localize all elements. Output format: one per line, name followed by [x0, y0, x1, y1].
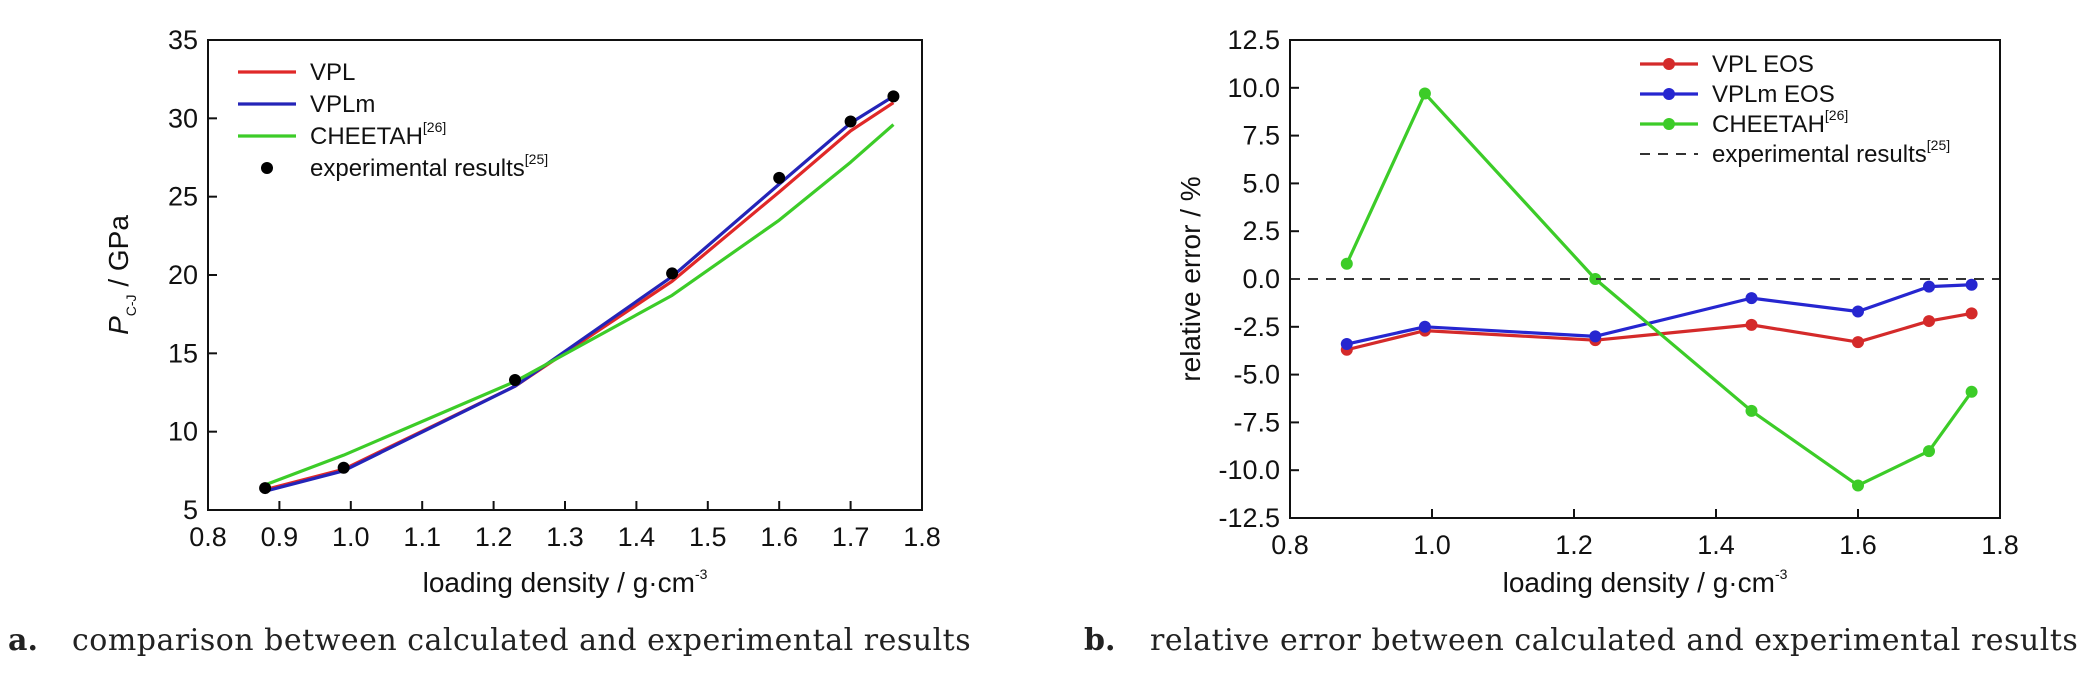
- y-tick-label: 12.5: [1227, 25, 1280, 55]
- x-tick-label: 1.6: [760, 522, 798, 552]
- data-point-cheetah: [1340, 257, 1353, 270]
- y-tick-label: 2.5: [1242, 216, 1280, 246]
- y-tick-label: -5.0: [1233, 360, 1280, 390]
- caption-b-label: b.: [1084, 623, 1115, 658]
- x-tick-label: 1.6: [1839, 530, 1877, 560]
- y-tick-label: 25: [168, 182, 198, 212]
- x-tick-label: 1.4: [618, 522, 656, 552]
- x-tick-label: 0.8: [189, 522, 227, 552]
- y-tick-label: 10: [168, 417, 198, 447]
- data-point-cheetah: [1923, 445, 1935, 458]
- y-tick-label: -10.0: [1218, 455, 1280, 485]
- y-tick-label: 7.5: [1242, 121, 1280, 151]
- data-point-vpl-eos: [1965, 307, 1978, 320]
- data-point-vplm-eos: [1923, 280, 1935, 293]
- legend-label: VPLm: [310, 91, 375, 118]
- legend-entry-vpl-eos: VPL EOS: [1640, 51, 1814, 78]
- caption-a-label: a.: [8, 623, 38, 658]
- data-point-vpl-eos: [1852, 336, 1864, 349]
- data-point-vplm-eos: [1965, 278, 1978, 291]
- x-tick-label: 1.2: [475, 522, 513, 552]
- data-point-experimental-results: [259, 482, 272, 495]
- legend-label: CHEETAH[26]: [1712, 107, 1848, 138]
- x-tick-label: 0.9: [261, 522, 299, 552]
- chart-b-plot-frame: [1289, 39, 2001, 519]
- y-tick-label: 20: [168, 260, 198, 290]
- legend-entry-vplm-eos: VPLm EOS: [1640, 81, 1835, 108]
- x-tick-label: 1.0: [332, 522, 370, 552]
- data-point-cheetah: [1418, 87, 1431, 100]
- chart-b-x-axis-label: loading density / g·cm-3: [1503, 566, 1788, 598]
- data-point-vplm-eos: [1852, 305, 1864, 318]
- data-point-experimental-results: [666, 267, 679, 280]
- y-tick-label: 0.0: [1242, 264, 1280, 294]
- legend-entry-experimental-results: experimental results[25]: [1640, 137, 1950, 168]
- legend-marker: [1663, 58, 1675, 70]
- chart-a: 0.8 0.9 1.0 1.1 1.2 1.3 1.4 1.5 1.6 1.7 1.8 5 10 15 20…: [103, 25, 941, 598]
- x-tick-label: 1.3: [546, 522, 584, 552]
- chart-b: 0.8 1.0 1.2 1.4 1.6 1.8 -12.5 -10.0 -7.5 -5.0 -2.5…: [1175, 25, 2019, 598]
- chart-a-y-axis-label: PC-J / GPa: [103, 215, 139, 335]
- data-point-cheetah: [1745, 404, 1758, 417]
- data-point-experimental-results: [844, 115, 857, 128]
- data-point-vplm-eos: [1418, 320, 1431, 333]
- x-tick-label: 1.7: [832, 522, 870, 552]
- series-line-cheetah: [264, 123, 895, 487]
- legend-entry-experimental-results: experimental results[25]: [261, 151, 548, 182]
- y-tick-label: 5.0: [1242, 168, 1280, 198]
- legend-marker: [261, 162, 273, 174]
- x-tick-label: 1.0: [1413, 530, 1451, 560]
- data-point-experimental-results: [337, 461, 350, 474]
- legend-label: CHEETAH[26]: [310, 119, 446, 150]
- y-tick-label: -12.5: [1218, 503, 1280, 533]
- legend-marker: [1663, 88, 1675, 100]
- y-tick-label: -7.5: [1233, 407, 1280, 437]
- legend-label: VPL EOS: [1712, 51, 1814, 78]
- data-point-vplm-eos: [1745, 292, 1758, 305]
- data-point-vpl-eos: [1923, 315, 1935, 328]
- legend-entry-cheetah: CHEETAH[26]: [1640, 107, 1848, 138]
- x-tick-label: 1.4: [1697, 530, 1735, 560]
- y-tick-label: 10.0: [1227, 73, 1280, 103]
- data-point-experimental-results: [887, 90, 900, 103]
- legend-entry-vpl: VPL: [238, 59, 355, 86]
- x-tick-label: 1.2: [1555, 530, 1593, 560]
- legend-marker: [1663, 118, 1675, 130]
- legend-label: VPL: [310, 59, 355, 86]
- data-point-experimental-results: [773, 171, 786, 184]
- x-tick-label: 0.8: [1271, 530, 1309, 560]
- legend-entry-cheetah: CHEETAH[26]: [238, 119, 446, 150]
- legend-entry-vplm: VPLm: [238, 91, 375, 118]
- data-point-vpl-eos: [1745, 318, 1758, 331]
- x-tick-label: 1.8: [903, 522, 941, 552]
- x-tick-label: 1.8: [1981, 530, 2019, 560]
- chart-b-y-axis-label: relative error / %: [1175, 176, 1206, 381]
- data-point-cheetah: [1589, 273, 1602, 285]
- y-tick-label: 30: [168, 103, 198, 133]
- y-tick-label: 5: [183, 495, 198, 525]
- legend-label: experimental results[25]: [1712, 137, 1950, 168]
- data-point-vplm-eos: [1589, 330, 1602, 343]
- caption-b-text: relative error between calculated and ex…: [1150, 623, 2078, 658]
- y-tick-label: -2.5: [1233, 312, 1280, 342]
- chart-a-plot-frame: [207, 39, 923, 511]
- data-point-vplm-eos: [1340, 338, 1353, 351]
- y-tick-label: 15: [168, 338, 198, 368]
- y-tick-label: 35: [168, 25, 198, 55]
- x-tick-label: 1.1: [403, 522, 441, 552]
- data-point-experimental-results: [509, 373, 522, 386]
- legend-label: VPLm EOS: [1712, 81, 1835, 108]
- x-tick-label: 1.5: [689, 522, 727, 552]
- data-point-cheetah: [1852, 479, 1864, 492]
- data-point-cheetah: [1965, 385, 1978, 398]
- chart-a-x-axis-label: loading density / g·cm-3: [423, 566, 708, 598]
- caption-a-text: comparison between calculated and experi…: [72, 623, 971, 658]
- legend-label: experimental results[25]: [310, 151, 548, 182]
